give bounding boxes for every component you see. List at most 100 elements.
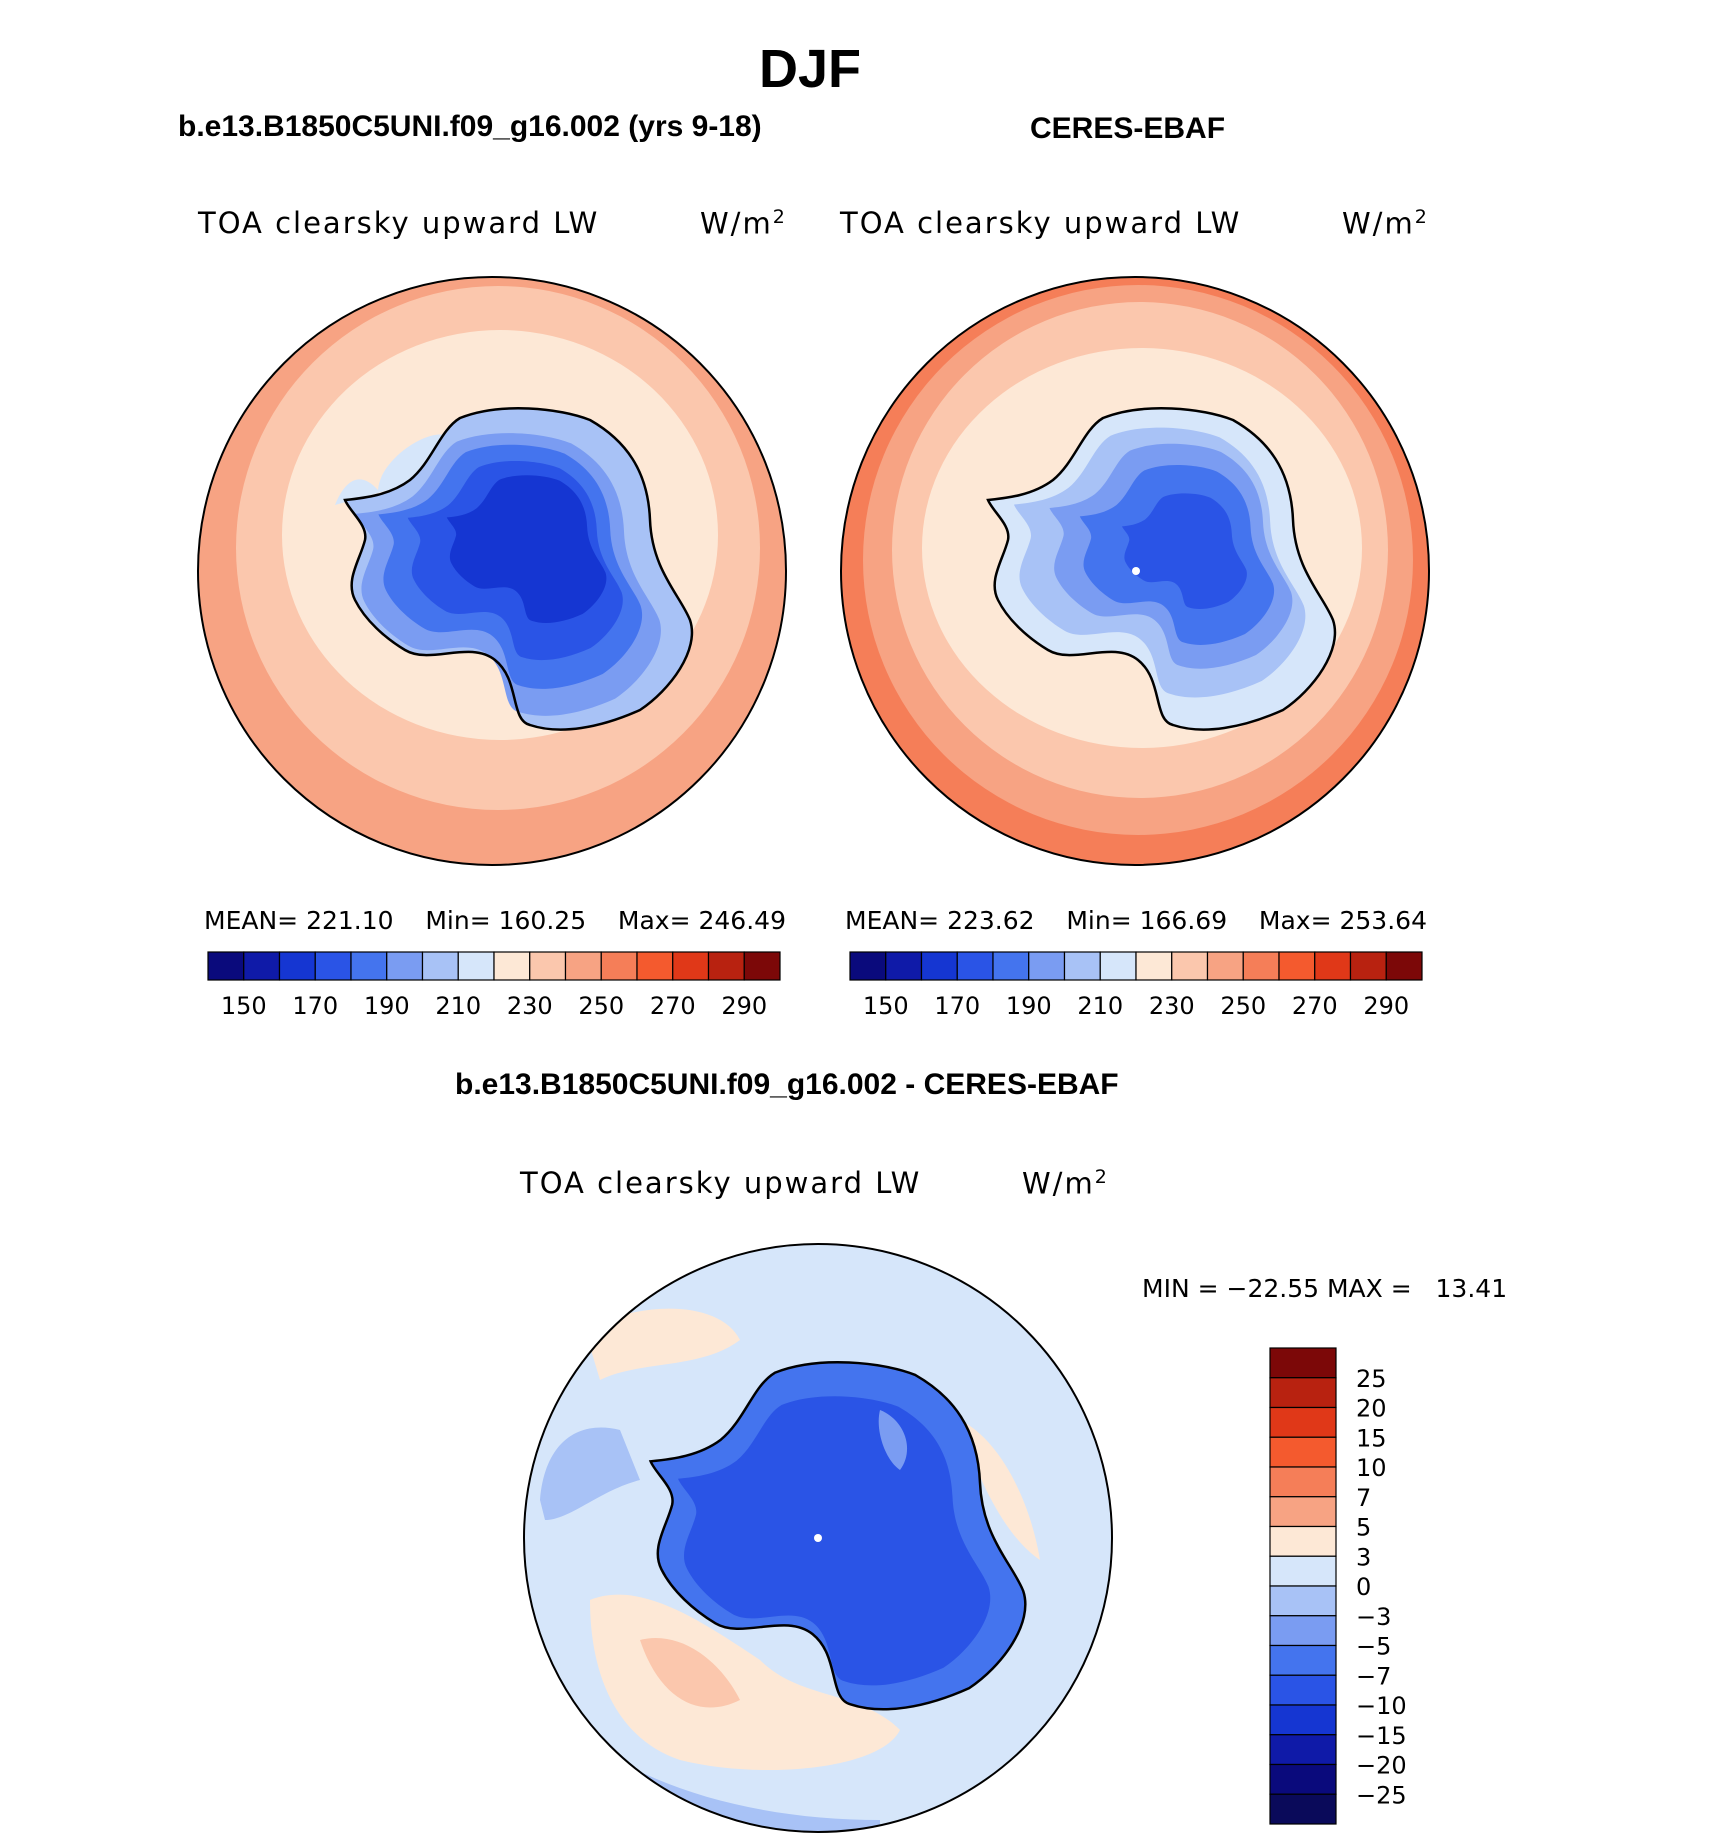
obs-min-value: 166.69 <box>1139 906 1228 935</box>
diff-units-exp: 2 <box>1094 1166 1109 1188</box>
model-panel-heading: b.e13.B1850C5UNI.f09_g16.002 (yrs 9-18) <box>178 110 762 143</box>
obs-colorbar-swatch <box>992 951 1030 981</box>
obs-colorbar-swatch <box>1314 951 1352 981</box>
model-colorbar-tick-label: 230 <box>507 992 553 1020</box>
model-colorbar-swatch <box>672 951 710 981</box>
diff-panel-heading: b.e13.B1850C5UNI.f09_g16.002 - CERES-EBA… <box>455 1068 1119 1101</box>
obs-colorbar-swatch <box>1385 951 1423 981</box>
model-units-exp: 2 <box>772 206 787 228</box>
figure-title: DJF <box>758 39 861 99</box>
obs-colorbar-tick-label: 190 <box>1006 992 1052 1020</box>
diff-colorbar-tick-label: −3 <box>1356 1603 1391 1631</box>
diff-min-label: MIN = <box>1142 1274 1219 1303</box>
model-colorbar-swatch <box>350 951 388 981</box>
obs-units-label: W/m2 <box>1342 206 1429 241</box>
obs-colorbar-swatch <box>956 951 994 981</box>
obs-colorbar-swatch <box>1278 951 1316 981</box>
obs-colorbar-tick-label: 210 <box>1077 992 1123 1020</box>
model-variable-label: TOA clearsky upward LW <box>198 206 600 240</box>
diff-colorbar-tick-label: 7 <box>1356 1484 1371 1512</box>
model-min-label: Min= <box>425 906 491 935</box>
model-colorbar-tick-label: 210 <box>435 992 481 1020</box>
obs-max-label: Max= <box>1258 906 1332 935</box>
obs-colorbar-swatch <box>1135 951 1173 981</box>
diff-colorbar-tick-label: −20 <box>1356 1752 1407 1780</box>
obs-colorbar-swatch <box>1349 951 1387 981</box>
obs-max-value: 253.64 <box>1339 906 1427 935</box>
model-max-label: Max= <box>617 906 691 935</box>
obs-colorbar-tick-label: 170 <box>934 992 980 1020</box>
diff-colorbar-swatch <box>1269 1763 1337 1795</box>
diff-colorbar-swatch <box>1269 1406 1337 1438</box>
obs-map-fill <box>841 277 1429 865</box>
obs-stats: MEAN= 223.62 Min= 166.69 Max= 253.64 <box>845 906 1427 935</box>
model-colorbar-tick-label: 290 <box>721 992 767 1020</box>
model-map <box>197 276 787 866</box>
obs-colorbar-swatch <box>849 951 887 981</box>
model-colorbar-tick-label: 270 <box>650 992 696 1020</box>
model-colorbar-swatch <box>743 951 781 981</box>
diff-colorbar-tick-label: −7 <box>1356 1662 1391 1690</box>
model-colorbar-swatch <box>600 951 638 981</box>
obs-colorbar-swatch <box>1099 951 1137 981</box>
diff-variable-label: TOA clearsky upward LW <box>520 1166 922 1200</box>
diff-colorbar-swatch <box>1269 1436 1337 1468</box>
obs-colorbar-swatch <box>1242 951 1280 981</box>
obs-colorbar: 150 170 190 210 230 250 270 290 <box>849 951 1423 1020</box>
diff-colorbar-swatch <box>1269 1644 1337 1676</box>
obs-colorbar-swatch <box>1171 951 1209 981</box>
diff-colorbar-tick-label: 5 <box>1356 1514 1371 1542</box>
obs-colorbar-swatch <box>1063 951 1101 981</box>
model-min-value: 160.25 <box>498 906 587 935</box>
model-colorbar-tick-label: 250 <box>578 992 624 1020</box>
model-mean-label: MEAN= <box>204 906 299 935</box>
diff-units-label: W/m2 <box>1022 1166 1109 1201</box>
diff-colorbar-tick-label: 15 <box>1356 1424 1387 1452</box>
diff-map <box>523 1243 1113 1833</box>
diff-colorbar-tick-label: 3 <box>1356 1543 1371 1571</box>
model-colorbar-swatch <box>278 951 316 981</box>
diff-colorbar-tick-label: 10 <box>1356 1454 1387 1482</box>
model-colorbar-swatch <box>386 951 424 981</box>
diff-map-border <box>523 1243 1113 1833</box>
diff-colorbar-swatch <box>1269 1525 1337 1557</box>
model-colorbar-tick-label: 170 <box>292 992 338 1020</box>
obs-colorbar-tick-label: 230 <box>1149 992 1195 1020</box>
diff-colorbar-swatch <box>1269 1734 1337 1766</box>
obs-colorbar-tick-label: 290 <box>1363 992 1409 1020</box>
model-colorbar-swatch <box>421 951 459 981</box>
model-map-border <box>197 276 787 866</box>
diff-units-base: W/m <box>1022 1166 1095 1201</box>
model-units-label: W/m2 <box>700 206 787 241</box>
diff-colorbar-tick-label: −5 <box>1356 1633 1391 1661</box>
diff-stats: MIN = −22.55 MAX = 13.41 <box>1142 1274 1507 1303</box>
model-colorbar-swatch <box>636 951 674 981</box>
obs-colorbar-tick-label: 150 <box>863 992 909 1020</box>
obs-units-exp: 2 <box>1414 206 1429 228</box>
obs-panel-heading: CERES-EBAF <box>1030 112 1226 145</box>
diff-colorbar-swatch <box>1269 1377 1337 1409</box>
obs-colorbar-tick-label: 270 <box>1292 992 1338 1020</box>
diff-max-label: MAX = <box>1326 1274 1412 1303</box>
diff-colorbar-swatch <box>1269 1704 1337 1736</box>
diff-max-value: 13.41 <box>1435 1274 1508 1303</box>
model-colorbar-swatch <box>564 951 602 981</box>
diff-colorbar-tick-label: 0 <box>1356 1573 1371 1601</box>
model-colorbar-swatch <box>457 951 495 981</box>
obs-colorbar-swatch <box>920 951 958 981</box>
model-colorbar-swatch <box>207 951 245 981</box>
obs-colorbar-swatch <box>1206 951 1244 981</box>
obs-colorbar-swatch <box>1028 951 1066 981</box>
obs-mean-label: MEAN= <box>845 906 940 935</box>
diff-colorbar-swatch <box>1269 1496 1337 1528</box>
diff-colorbar-tick-label: −15 <box>1356 1722 1407 1750</box>
obs-units-base: W/m <box>1342 206 1415 241</box>
model-colorbar-swatch <box>529 951 567 981</box>
obs-colorbar-swatch <box>885 951 923 981</box>
model-mean-value: 221.10 <box>306 906 394 935</box>
diff-colorbar-tick-label: 25 <box>1356 1365 1387 1393</box>
model-colorbar-swatch <box>314 951 352 981</box>
obs-min-label: Min= <box>1066 906 1132 935</box>
model-map-fill <box>198 277 786 865</box>
